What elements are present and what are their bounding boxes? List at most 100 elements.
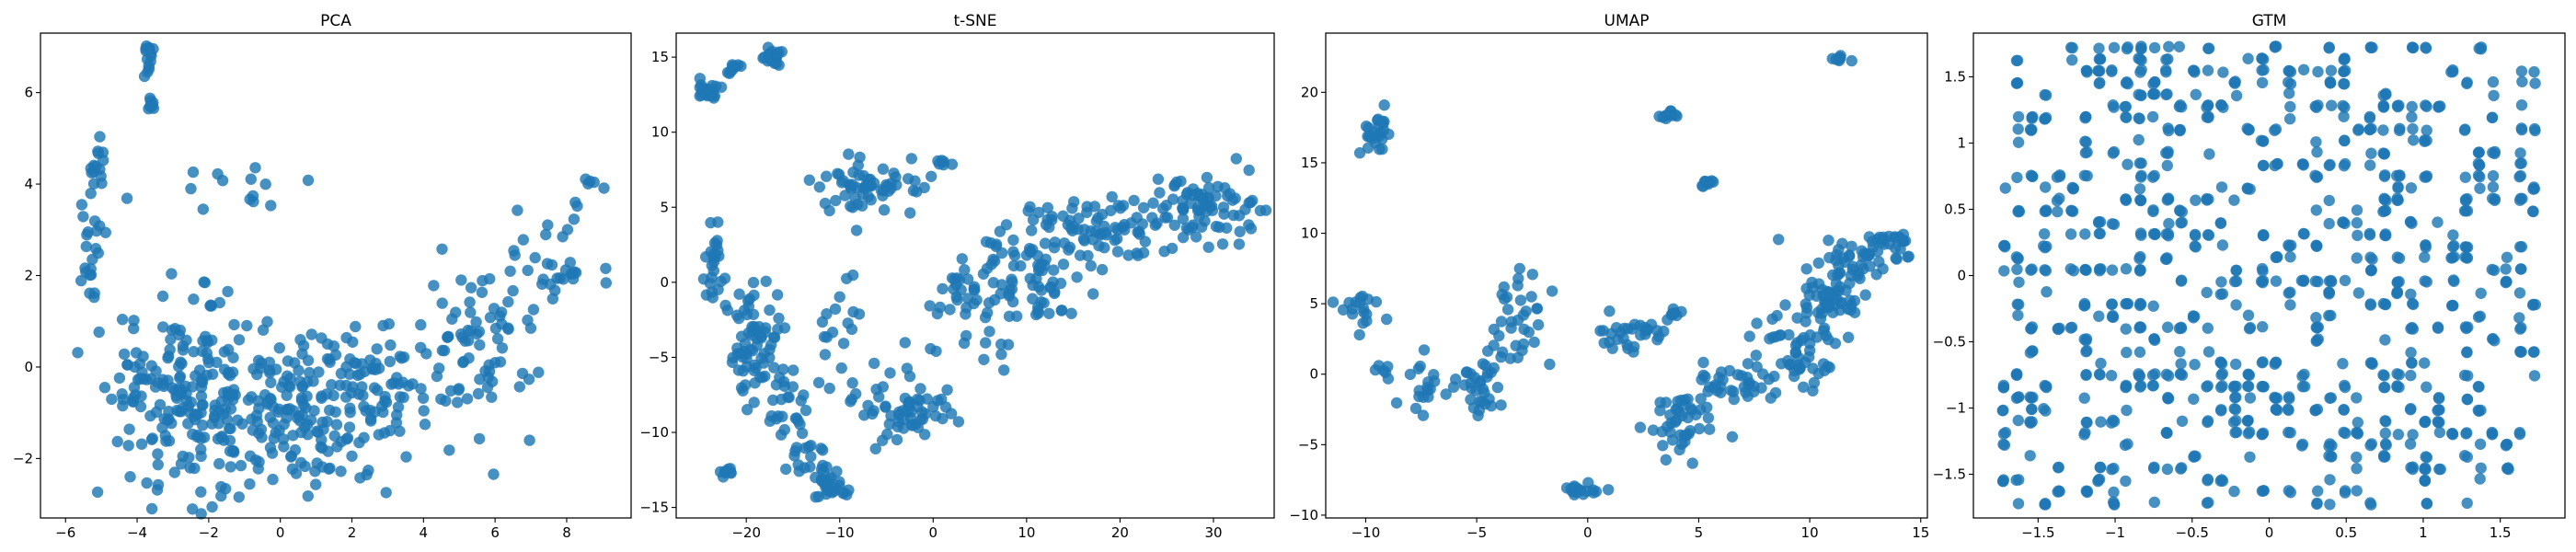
scatter-point: [845, 323, 858, 336]
scatter-point: [2324, 499, 2336, 511]
scatter-point: [2380, 439, 2392, 451]
scatter-point: [1528, 336, 1540, 349]
scatter-point: [1346, 308, 1359, 320]
scatter-point: [305, 328, 317, 340]
scatter-point: [2407, 41, 2419, 54]
scatter-point: [2215, 181, 2228, 193]
scatter-point: [865, 194, 877, 206]
scatter-point: [2081, 146, 2093, 158]
scatter-point: [1798, 381, 1810, 393]
scatter-point: [697, 273, 710, 285]
scatter-point: [756, 372, 768, 384]
scatter-point: [1033, 262, 1046, 274]
scatter-point: [2297, 159, 2309, 171]
scatter-point: [2215, 405, 2227, 417]
scatter-point: [1546, 285, 1558, 297]
scatter-point: [847, 305, 859, 318]
scatter-point: [2474, 159, 2486, 171]
scatter-point: [2433, 416, 2445, 429]
scatter-point: [2352, 229, 2363, 242]
scatter-point: [2011, 263, 2023, 275]
scatter-point: [2133, 370, 2145, 382]
scatter-point: [2309, 100, 2321, 112]
scatter-point: [533, 366, 545, 378]
scatter-point: [94, 131, 106, 143]
scatter-point: [2147, 462, 2160, 475]
scatter-point: [2255, 134, 2268, 146]
scatter-point: [1177, 231, 1190, 244]
scatter-point: [1670, 109, 1682, 121]
scatter-point: [2393, 276, 2405, 288]
scatter-point: [2377, 369, 2389, 381]
scatter-point: [1039, 237, 1052, 249]
scatter-point: [216, 175, 229, 187]
scatter-point: [2419, 474, 2432, 487]
scatter-point: [2217, 66, 2229, 78]
scatter-point: [128, 381, 141, 394]
scatter-point: [2516, 75, 2528, 88]
scatter-point: [776, 46, 788, 58]
scatter-point: [846, 377, 858, 389]
scatter-point: [1085, 259, 1098, 272]
y-tick-label: 5: [660, 199, 669, 215]
scatter-point: [2027, 110, 2039, 123]
scatter-point: [2338, 110, 2350, 122]
scatter-point: [2394, 122, 2406, 134]
scatter-point: [803, 174, 815, 186]
scatter-point: [2025, 323, 2037, 335]
scatter-point: [1823, 235, 1834, 247]
scatter-point: [2108, 218, 2121, 230]
scatter-point: [2106, 464, 2118, 476]
scatter-point: [1381, 313, 1393, 326]
scatter-points-pca: [72, 40, 612, 520]
scatter-point: [2081, 486, 2093, 499]
scatter-point: [2269, 159, 2281, 172]
scatter-point: [340, 433, 352, 445]
scatter-point: [2012, 136, 2025, 148]
scatter-point: [788, 364, 799, 376]
scatter-point: [748, 323, 760, 335]
scatter-point: [2134, 250, 2146, 263]
scatter-point: [185, 397, 197, 408]
scatter-point: [1168, 219, 1181, 231]
scatter-point: [2093, 216, 2105, 229]
scatter-point: [1750, 350, 1763, 362]
scatter-point: [1666, 434, 1679, 446]
scatter-point: [1822, 361, 1834, 373]
scatter-point: [558, 273, 569, 285]
scatter-point: [2338, 65, 2350, 78]
scatter-point: [72, 347, 84, 359]
scatter-point: [2095, 357, 2107, 370]
scatter-point: [2352, 428, 2363, 440]
scatter-point: [1639, 328, 1651, 340]
scatter-point: [1167, 193, 1179, 205]
scatter-point: [2230, 380, 2242, 393]
scatter-point: [707, 247, 720, 260]
scatter-point: [2458, 450, 2471, 462]
scatter-point: [2311, 170, 2324, 183]
scatter-point: [733, 288, 745, 300]
y-tick-label: −2: [13, 450, 33, 466]
scatter-point: [783, 391, 795, 404]
scatter-point: [1158, 246, 1170, 258]
scatter-point: [235, 459, 247, 472]
scatter-point: [2283, 287, 2294, 299]
scatter-point: [1040, 253, 1052, 265]
scatter-point: [2147, 300, 2159, 312]
scatter-point: [2067, 265, 2080, 277]
scatter-point: [2242, 52, 2254, 64]
scatter-point: [1686, 457, 1698, 469]
scatter-point: [209, 410, 221, 422]
scatter-point: [2024, 123, 2037, 135]
scatter-point: [128, 315, 140, 327]
scatter-point: [2393, 369, 2405, 381]
scatter-point: [978, 353, 990, 365]
scatter-point: [1816, 307, 1828, 319]
scatter-point: [2486, 111, 2499, 124]
scatter-point: [264, 411, 276, 423]
scatter-point: [732, 364, 745, 376]
scatter-point: [924, 300, 936, 312]
scatter-point: [995, 288, 1006, 300]
x-tick-label: −0.5: [2176, 524, 2209, 541]
